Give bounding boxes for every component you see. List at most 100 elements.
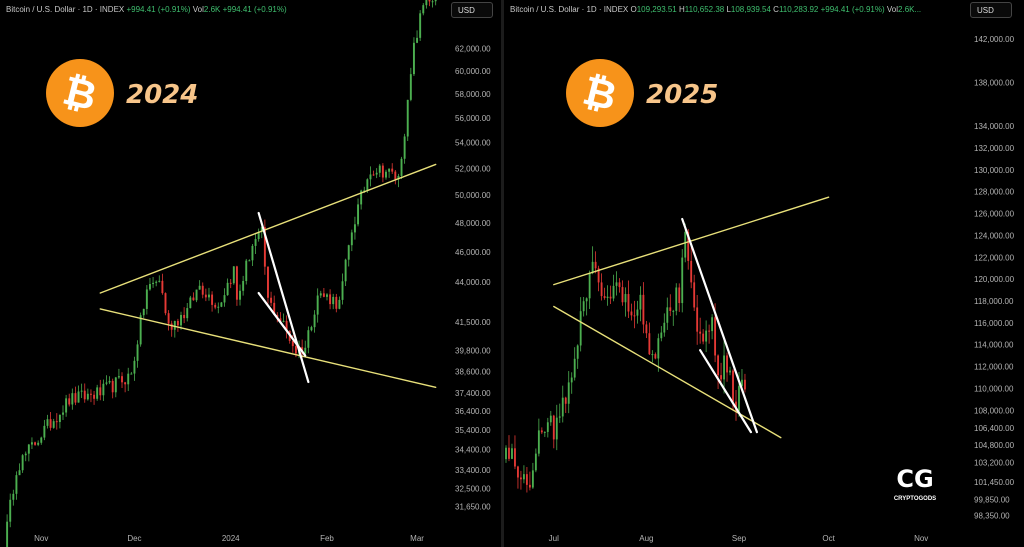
candle-body — [229, 282, 232, 284]
candle — [744, 373, 746, 393]
candle — [319, 290, 322, 299]
candle-body — [732, 370, 734, 402]
candle — [579, 297, 582, 352]
x-tick-label: Mar — [410, 534, 424, 543]
candle-body — [21, 455, 24, 471]
x-tick-label: Nov — [34, 534, 48, 543]
candle — [350, 229, 353, 252]
candle — [149, 277, 151, 291]
x-tick-label: Nov — [914, 534, 928, 543]
candle — [173, 320, 176, 338]
candle-body — [145, 289, 148, 309]
candle — [130, 371, 133, 375]
candle-body — [27, 444, 30, 454]
candle-body — [326, 294, 328, 297]
candle — [375, 168, 378, 179]
candle — [505, 445, 507, 463]
y-tick-label: 142,000.00 — [974, 35, 1015, 44]
candle-body — [65, 398, 68, 413]
candle-body — [96, 387, 99, 399]
candle-body — [552, 415, 555, 440]
candle-body — [322, 293, 325, 297]
candle-body — [124, 382, 127, 385]
watermark-text: CRYPTOGODS — [894, 496, 936, 502]
candle — [235, 265, 238, 306]
candle — [145, 285, 148, 315]
candle-body — [307, 330, 310, 348]
candle-body — [279, 318, 282, 322]
candle — [43, 419, 46, 441]
candle-body — [270, 297, 273, 303]
y-tick-label: 130,000.00 — [974, 166, 1015, 175]
candle — [681, 249, 684, 313]
candle-body — [517, 466, 519, 478]
candle — [585, 297, 588, 316]
candle — [372, 170, 375, 176]
candle-body — [741, 379, 743, 387]
candle — [627, 280, 630, 318]
y-tick-label: 46,000.00 — [455, 248, 491, 257]
candle — [9, 493, 12, 528]
candle-body — [537, 430, 540, 454]
candle — [693, 274, 696, 312]
candle-body — [561, 397, 564, 417]
candle — [531, 462, 534, 489]
candle-body — [214, 304, 217, 308]
candle-body — [108, 380, 111, 383]
candle — [528, 471, 531, 491]
candle — [220, 301, 223, 308]
candle-body — [744, 379, 746, 390]
candle — [412, 37, 415, 76]
candle-body — [360, 190, 363, 205]
y-tick-label: 103,200.00 — [974, 459, 1015, 468]
candle-body — [183, 314, 186, 319]
candle — [136, 340, 139, 368]
candle — [251, 244, 254, 266]
currency-button[interactable]: USD — [451, 2, 493, 18]
bitcoin-icon-circle — [566, 59, 634, 127]
candle — [561, 385, 564, 423]
candle — [229, 279, 232, 289]
candle — [552, 414, 555, 449]
year-label: 2025 — [646, 80, 718, 110]
candle — [705, 320, 708, 353]
candle — [158, 275, 161, 283]
candle-body — [180, 314, 182, 326]
candle-body — [633, 315, 636, 317]
candle — [226, 278, 229, 296]
candle — [124, 381, 127, 393]
candle — [431, 0, 434, 8]
currency-button[interactable]: USD — [970, 2, 1012, 18]
candle-body — [239, 290, 241, 300]
candle-body — [18, 470, 21, 476]
candle — [729, 366, 731, 376]
candle — [537, 418, 540, 457]
candle — [208, 287, 210, 301]
candle-body — [363, 190, 366, 192]
vol-label: Vol — [886, 5, 899, 14]
candle-body — [657, 338, 660, 359]
candle — [517, 465, 519, 489]
candle-body — [531, 470, 534, 488]
candle — [555, 404, 558, 451]
candle-body — [702, 333, 705, 342]
candle — [699, 317, 702, 344]
candle-body — [43, 425, 46, 438]
candle-body — [419, 13, 422, 38]
y-tick-label: 32,500.00 — [455, 484, 491, 493]
candle-body — [391, 168, 394, 172]
candle-body — [152, 282, 155, 285]
candle — [630, 303, 633, 321]
candle — [34, 441, 37, 446]
candle-body — [77, 391, 80, 403]
candle — [204, 288, 207, 302]
candle-body — [645, 324, 648, 334]
candle-body — [273, 302, 276, 315]
candle — [86, 388, 89, 401]
y-tick-label: 98,350.00 — [974, 512, 1010, 521]
candle — [711, 314, 714, 340]
candle-body — [83, 390, 86, 400]
candle — [68, 393, 71, 407]
candle-body — [693, 282, 696, 308]
candle — [549, 410, 552, 426]
